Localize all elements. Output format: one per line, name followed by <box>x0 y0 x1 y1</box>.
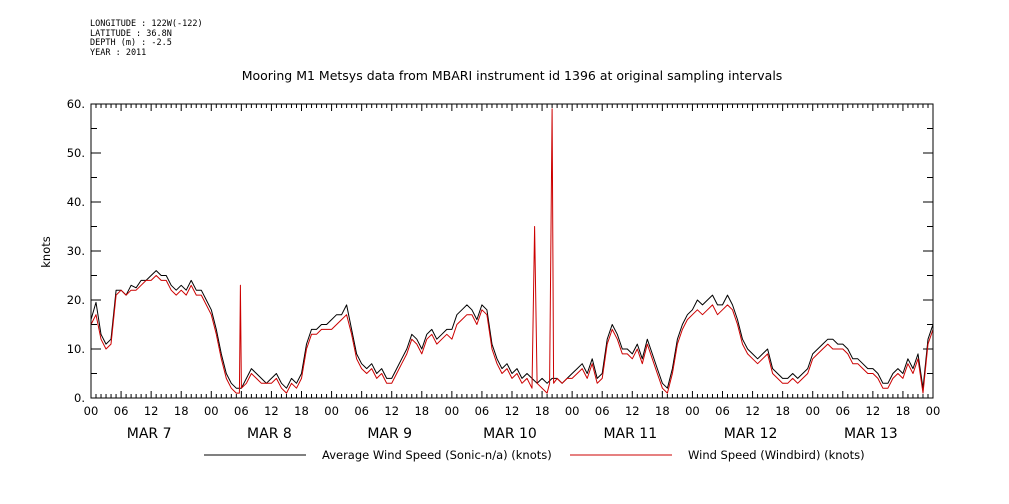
x-day-label: MAR 7 <box>127 426 172 442</box>
x-tick-label: 00 <box>204 404 219 418</box>
x-day-label: MAR 11 <box>603 426 657 442</box>
x-tick-label: 00 <box>565 404 580 418</box>
y-axis-label: knots <box>39 236 53 268</box>
y-tick-label: 40. <box>67 195 85 209</box>
x-tick-label: 06 <box>475 404 490 418</box>
x-tick-label: 12 <box>625 404 640 418</box>
x-day-label: MAR 10 <box>483 426 537 442</box>
x-tick-label: 00 <box>84 404 99 418</box>
plot-frame <box>90 103 934 399</box>
x-tick-label: 18 <box>174 404 189 418</box>
x-tick-label: 18 <box>896 404 911 418</box>
y-tick-label: 0. <box>74 391 85 405</box>
series-line-average-sonic <box>90 270 934 389</box>
metadata-year: YEAR : 2011 <box>90 47 147 58</box>
x-tick-label: 12 <box>505 404 520 418</box>
series-line-windbird <box>90 108 934 394</box>
x-tick-label: 00 <box>445 404 460 418</box>
metadata-block: LONGITUDE : 122W(-122) LATITUDE : 36.8N … <box>90 19 203 58</box>
x-day-label: MAR 9 <box>367 426 412 442</box>
x-tick-label: 18 <box>294 404 309 418</box>
x-tick-label: 00 <box>926 404 941 418</box>
legend: Average Wind Speed (Sonic-n/a) (knots) Wi… <box>204 448 865 462</box>
legend-label: Average Wind Speed (Sonic-n/a) (knots) <box>322 448 552 462</box>
x-tick-label: 18 <box>655 404 670 418</box>
series-layer <box>90 108 934 394</box>
x-day-label: MAR 13 <box>844 426 898 442</box>
x-day-label: MAR 8 <box>247 426 292 442</box>
chart-title: Mooring M1 Metsys data from MBARI instru… <box>242 68 783 83</box>
metadata-longitude: LONGITUDE : 122W(-122) <box>90 19 203 29</box>
x-tick-label: 12 <box>866 404 881 418</box>
legend-label: Wind Speed (Windbird) (knots) <box>688 448 865 462</box>
x-tick-label: 18 <box>414 404 429 418</box>
x-day-label: MAR 12 <box>724 426 778 442</box>
x-tick-label: 00 <box>685 404 700 418</box>
y-tick-label: 60. <box>67 97 85 111</box>
metadata-latitude: LATITUDE : 36.8N <box>90 28 172 39</box>
y-tick-label: 30. <box>67 244 85 258</box>
x-tick-label: 12 <box>745 404 760 418</box>
x-tick-label: 00 <box>324 404 339 418</box>
x-tick-label: 06 <box>835 404 850 418</box>
y-tick-label: 50. <box>67 146 85 160</box>
x-tick-label: 12 <box>264 404 279 418</box>
x-tick-label: 06 <box>595 404 610 418</box>
x-tick-label: 12 <box>144 404 159 418</box>
x-tick-label: 00 <box>805 404 820 418</box>
y-tick-label: 10. <box>67 342 85 356</box>
x-tick-label: 12 <box>384 404 399 418</box>
x-tick-label: 06 <box>354 404 369 418</box>
x-tick-label: 18 <box>775 404 790 418</box>
y-tick-label: 20. <box>67 293 85 307</box>
x-tick-label: 06 <box>114 404 129 418</box>
y-axis: 0. 10. 20. 30. 40. 50. 60. <box>67 97 933 405</box>
metadata-depth: DEPTH (m) : -2.5 <box>90 38 172 48</box>
x-axis: 00 06 12 18 00 06 12 18 00 06 12 18 00 06 12 18 00 06 12 18… <box>84 104 941 442</box>
x-tick-label: 06 <box>234 404 249 418</box>
x-tick-label: 06 <box>715 404 730 418</box>
x-tick-label: 18 <box>535 404 550 418</box>
